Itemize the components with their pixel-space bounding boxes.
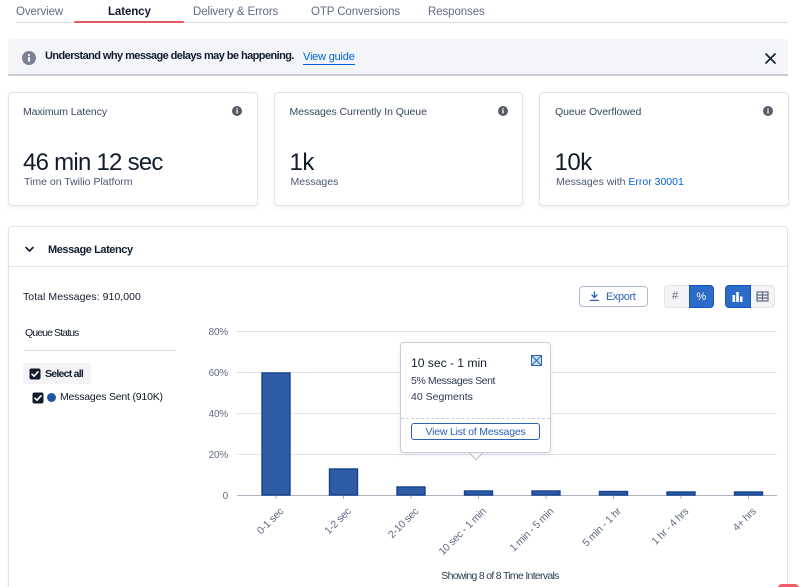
svg-text:20%: 20% bbox=[209, 450, 229, 461]
svg-text:0: 0 bbox=[223, 491, 229, 502]
svg-text:1 min - 5 min: 1 min - 5 min bbox=[507, 505, 556, 554]
svg-text:80%: 80% bbox=[209, 327, 229, 338]
svg-text:10 sec - 1 min: 10 sec - 1 min bbox=[436, 505, 488, 557]
svg-text:5 min - 1 hr: 5 min - 1 hr bbox=[580, 505, 624, 549]
svg-text:2-10 sec: 2-10 sec bbox=[386, 506, 421, 541]
svg-text:60%: 60% bbox=[209, 368, 229, 379]
svg-text:1-2 sec: 1-2 sec bbox=[322, 506, 353, 537]
svg-text:1 hr - 4 hrs: 1 hr - 4 hrs bbox=[649, 506, 691, 548]
svg-text:0-1 sec: 0-1 sec bbox=[255, 506, 286, 537]
svg-text:4+ hrs: 4+ hrs bbox=[731, 506, 759, 534]
svg-text:40%: 40% bbox=[209, 409, 229, 420]
